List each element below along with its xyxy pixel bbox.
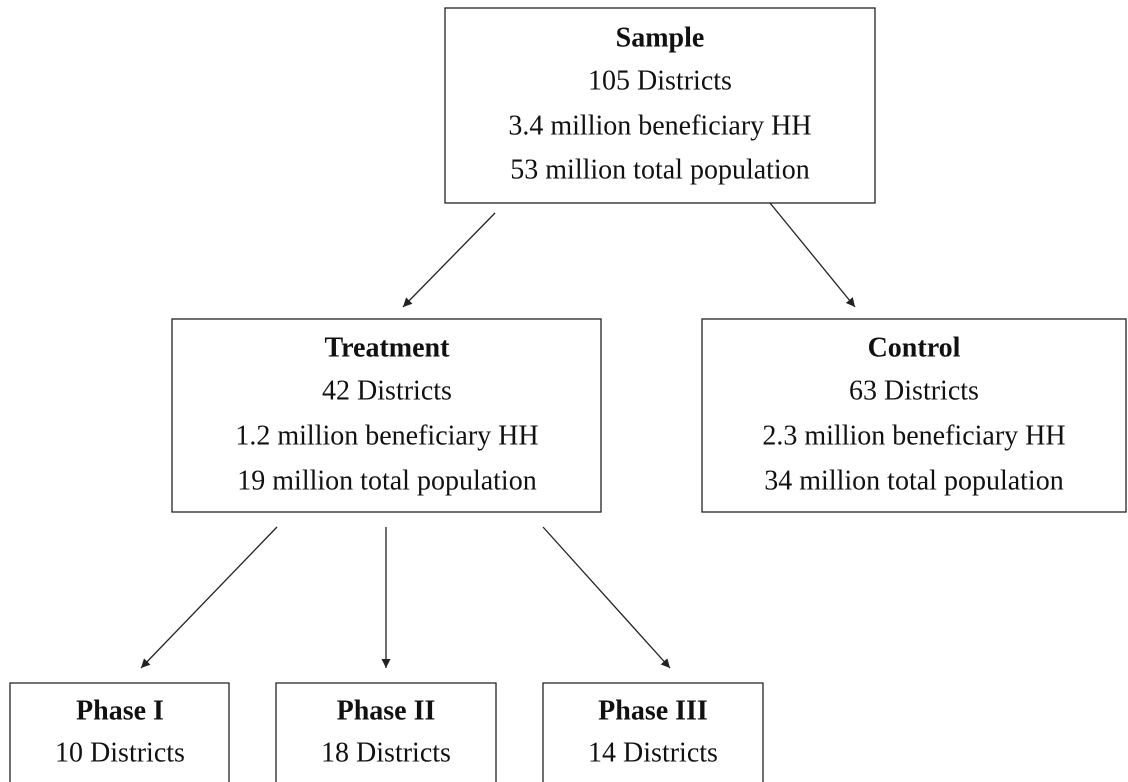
arrow bbox=[542, 526, 671, 669]
node-title: Sample bbox=[616, 22, 705, 53]
node-title: Phase I bbox=[76, 695, 164, 726]
node-line: 10 Districts bbox=[55, 737, 185, 768]
arrow bbox=[140, 526, 278, 669]
arrow bbox=[769, 202, 856, 308]
node-title: Phase II bbox=[337, 695, 436, 726]
node-line: 63 Districts bbox=[849, 375, 979, 406]
node-title: Treatment bbox=[325, 332, 451, 363]
node-line: 42 Districts bbox=[322, 375, 452, 406]
node-line: 14 Districts bbox=[588, 737, 718, 768]
phase-box bbox=[275, 682, 497, 782]
node-line: 18 Districts bbox=[321, 737, 451, 768]
node-line: 34 million total population bbox=[764, 465, 1063, 496]
node-line: 105 Districts bbox=[588, 65, 732, 96]
treatment-box bbox=[171, 318, 602, 513]
node-title: Phase III bbox=[598, 695, 708, 726]
sample-box bbox=[444, 7, 876, 204]
phase-box bbox=[9, 682, 230, 782]
node-line: 3.4 million beneficiary HH bbox=[508, 110, 811, 141]
node-line: 1.2 million beneficiary HH bbox=[235, 420, 538, 451]
control-box bbox=[701, 318, 1127, 513]
phase-box bbox=[542, 682, 764, 782]
node-line: 19 million total population bbox=[237, 465, 536, 496]
node-line: 2.3 million beneficiary HH bbox=[762, 420, 1065, 451]
node-title: Control bbox=[868, 332, 961, 363]
node-line: 53 million total population bbox=[510, 154, 809, 185]
arrow bbox=[402, 212, 496, 308]
